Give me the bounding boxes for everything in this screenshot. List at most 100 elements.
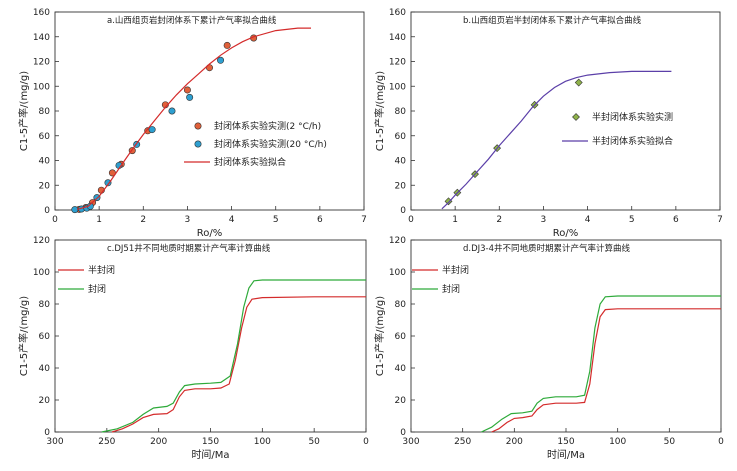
y-axis-title: C1-5产率/(mg/g) (373, 71, 386, 151)
y-tick-label: 120 (33, 236, 50, 246)
x-tick-label: 50 (308, 437, 320, 447)
y-tick-label: 120 (389, 58, 406, 68)
series-line (101, 279, 366, 433)
y-tick-label: 40 (39, 364, 51, 374)
series-line (491, 308, 721, 433)
y-tick-label: 20 (39, 396, 51, 406)
legend-label: 半封闭体系实验拟合 (592, 135, 673, 147)
x-axis-title: 时间/Ma (547, 448, 585, 461)
y-tick-label: 60 (395, 132, 407, 142)
x-axis-title: 时间/Ma (191, 448, 229, 461)
y-axis-title: C1-5产率/(mg/g) (373, 296, 386, 376)
y-tick-label: 160 (33, 8, 50, 18)
panel-title: c.DJ51井不同地质时期累计产气率计算曲线 (107, 243, 271, 254)
data-point (574, 78, 583, 87)
x-tick-label: 7 (361, 215, 367, 225)
data-point (104, 179, 112, 187)
data-point (148, 126, 156, 134)
y-tick-label: 0 (400, 206, 406, 216)
x-tick-label: 0 (408, 215, 414, 225)
y-tick-label: 60 (39, 332, 51, 342)
legend-label: 半封闭体系实验实测 (592, 111, 673, 123)
x-tick-label: 1 (452, 215, 458, 225)
x-tick-label: 200 (506, 437, 523, 447)
data-point (217, 56, 225, 64)
legend-swatch (572, 113, 580, 121)
y-tick-label: 20 (39, 181, 51, 191)
x-tick-label: 300 (402, 437, 419, 447)
y-tick-label: 20 (395, 181, 407, 191)
data-point (186, 93, 194, 101)
y-tick-label: 160 (389, 8, 406, 18)
y-tick-label: 60 (395, 332, 407, 342)
legend-label: 封闭 (442, 283, 460, 295)
x-tick-label: 2 (140, 215, 146, 225)
panel-title: a.山西组页岩封闭体系下累计产气率拟合曲线 (107, 15, 277, 26)
legend-swatch (194, 140, 202, 148)
y-tick-label: 40 (39, 157, 51, 167)
x-tick-label: 0 (52, 215, 58, 225)
y-tick-label: 120 (33, 58, 50, 68)
y-tick-label: 100 (33, 268, 50, 278)
x-tick-label: 0 (718, 437, 724, 447)
series-line (481, 295, 721, 433)
x-tick-label: 200 (150, 437, 167, 447)
legend-label: 半封闭 (88, 264, 115, 276)
legend-label: 封闭体系实验拟合 (214, 156, 286, 168)
y-axis-title: C1-5产率/(mg/g) (17, 71, 30, 151)
y-tick-label: 40 (395, 157, 407, 167)
data-point (223, 41, 231, 49)
y-tick-label: 80 (39, 107, 51, 117)
x-tick-label: 250 (98, 437, 115, 447)
data-point (168, 107, 176, 115)
y-axis-title: C1-5产率/(mg/g) (17, 296, 30, 376)
y-tick-label: 80 (395, 300, 407, 310)
x-tick-label: 5 (629, 215, 635, 225)
y-tick-label: 100 (389, 82, 406, 92)
y-tick-label: 20 (395, 396, 407, 406)
x-tick-label: 50 (664, 437, 676, 447)
y-tick-label: 0 (400, 428, 406, 438)
x-tick-label: 150 (202, 437, 219, 447)
x-tick-label: 4 (229, 215, 235, 225)
legend-label: 封闭 (88, 283, 106, 295)
y-tick-label: 140 (33, 33, 50, 43)
y-tick-label: 140 (389, 33, 406, 43)
x-tick-label: 7 (717, 215, 723, 225)
y-tick-label: 0 (44, 206, 50, 216)
y-tick-label: 0 (44, 428, 50, 438)
series-line (111, 296, 366, 433)
x-axis-title: Ro/% (553, 228, 579, 239)
series-line (76, 27, 311, 210)
x-tick-label: 0 (363, 437, 369, 447)
y-tick-label: 40 (395, 364, 407, 374)
panel-title: d.DJ3-4井不同地质时期累计产气率计算曲线 (463, 243, 631, 254)
x-tick-label: 150 (557, 437, 574, 447)
series-line (441, 70, 672, 210)
y-tick-label: 60 (39, 132, 51, 142)
x-tick-label: 1 (96, 215, 102, 225)
panel-title: b.山西组页岩半封闭体系下累计产气率拟合曲线 (463, 15, 642, 26)
y-tick-label: 100 (33, 82, 50, 92)
x-tick-label: 6 (673, 215, 679, 225)
x-tick-label: 100 (254, 437, 271, 447)
legend-swatch (194, 122, 202, 130)
y-tick-label: 80 (39, 300, 51, 310)
x-tick-label: 300 (46, 437, 63, 447)
y-tick-label: 100 (389, 268, 406, 278)
data-point (183, 86, 191, 94)
x-tick-label: 3 (185, 215, 191, 225)
data-point (71, 206, 79, 214)
x-tick-label: 100 (609, 437, 626, 447)
data-point (444, 197, 453, 206)
legend-label: 半封闭 (442, 264, 469, 276)
y-tick-label: 120 (389, 236, 406, 246)
x-tick-label: 2 (496, 215, 502, 225)
y-tick-label: 80 (395, 107, 407, 117)
legend-label: 封闭体系实验实测(2 °C/h) (214, 120, 321, 132)
x-tick-label: 5 (273, 215, 279, 225)
